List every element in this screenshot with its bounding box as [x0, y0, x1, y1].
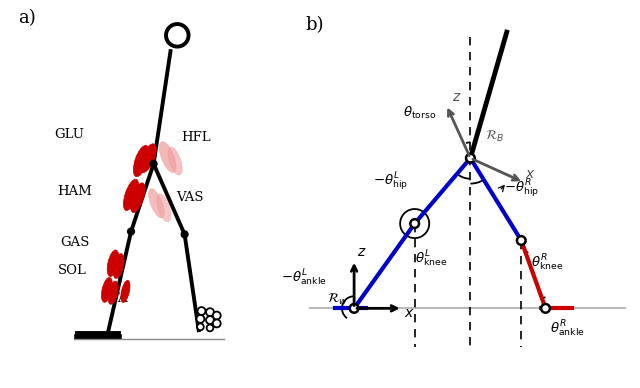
Ellipse shape [168, 147, 182, 175]
Text: $\mathcal{R}_w$: $\mathcal{R}_w$ [328, 291, 348, 307]
Text: TA: TA [111, 292, 129, 305]
Ellipse shape [124, 179, 139, 211]
Circle shape [466, 154, 475, 163]
Ellipse shape [102, 277, 113, 302]
Circle shape [127, 228, 134, 235]
Circle shape [196, 315, 204, 323]
Ellipse shape [133, 146, 149, 177]
Text: $\theta^L_{\rm knee}$: $\theta^L_{\rm knee}$ [415, 248, 447, 268]
Circle shape [206, 308, 214, 316]
Circle shape [198, 307, 205, 315]
Text: $-\theta^L_{\rm ankle}$: $-\theta^L_{\rm ankle}$ [282, 268, 328, 288]
Text: HAM: HAM [57, 185, 92, 198]
Text: $x$: $x$ [525, 168, 535, 182]
Circle shape [197, 324, 204, 330]
Ellipse shape [140, 144, 156, 173]
Text: $z$: $z$ [452, 90, 461, 104]
Text: VAS: VAS [177, 191, 204, 204]
Ellipse shape [108, 250, 119, 277]
Circle shape [517, 236, 525, 245]
Text: SOL: SOL [58, 264, 86, 277]
Ellipse shape [148, 189, 164, 218]
Text: $-\theta^L_{\rm hip}$: $-\theta^L_{\rm hip}$ [374, 171, 408, 193]
Circle shape [410, 219, 419, 228]
Circle shape [206, 316, 214, 324]
Ellipse shape [157, 194, 171, 222]
Text: $\mathcal{R}_B$: $\mathcal{R}_B$ [485, 129, 504, 144]
Circle shape [213, 312, 221, 319]
Text: $-\theta^R_{\rm hip}$: $-\theta^R_{\rm hip}$ [504, 178, 540, 200]
Text: $x$: $x$ [404, 306, 414, 320]
Text: GAS: GAS [60, 236, 90, 249]
Ellipse shape [108, 281, 118, 304]
Circle shape [181, 231, 188, 238]
Ellipse shape [113, 254, 124, 279]
Text: $\theta^R_{\rm ankle}$: $\theta^R_{\rm ankle}$ [550, 319, 585, 339]
Ellipse shape [159, 142, 176, 172]
Ellipse shape [131, 183, 145, 213]
Text: $\theta_{\rm torso}$: $\theta_{\rm torso}$ [403, 105, 436, 121]
Circle shape [150, 161, 157, 167]
Ellipse shape [121, 281, 130, 303]
Circle shape [207, 324, 213, 331]
Text: $\theta^R_{\rm knee}$: $\theta^R_{\rm knee}$ [531, 253, 563, 274]
Text: a): a) [19, 9, 36, 27]
Text: GLU: GLU [54, 128, 84, 142]
Text: b): b) [306, 16, 324, 34]
Circle shape [166, 24, 189, 47]
Text: HFL: HFL [181, 131, 211, 144]
Circle shape [541, 304, 550, 313]
Circle shape [213, 319, 221, 327]
Text: $z$: $z$ [358, 245, 367, 259]
Circle shape [349, 304, 358, 313]
